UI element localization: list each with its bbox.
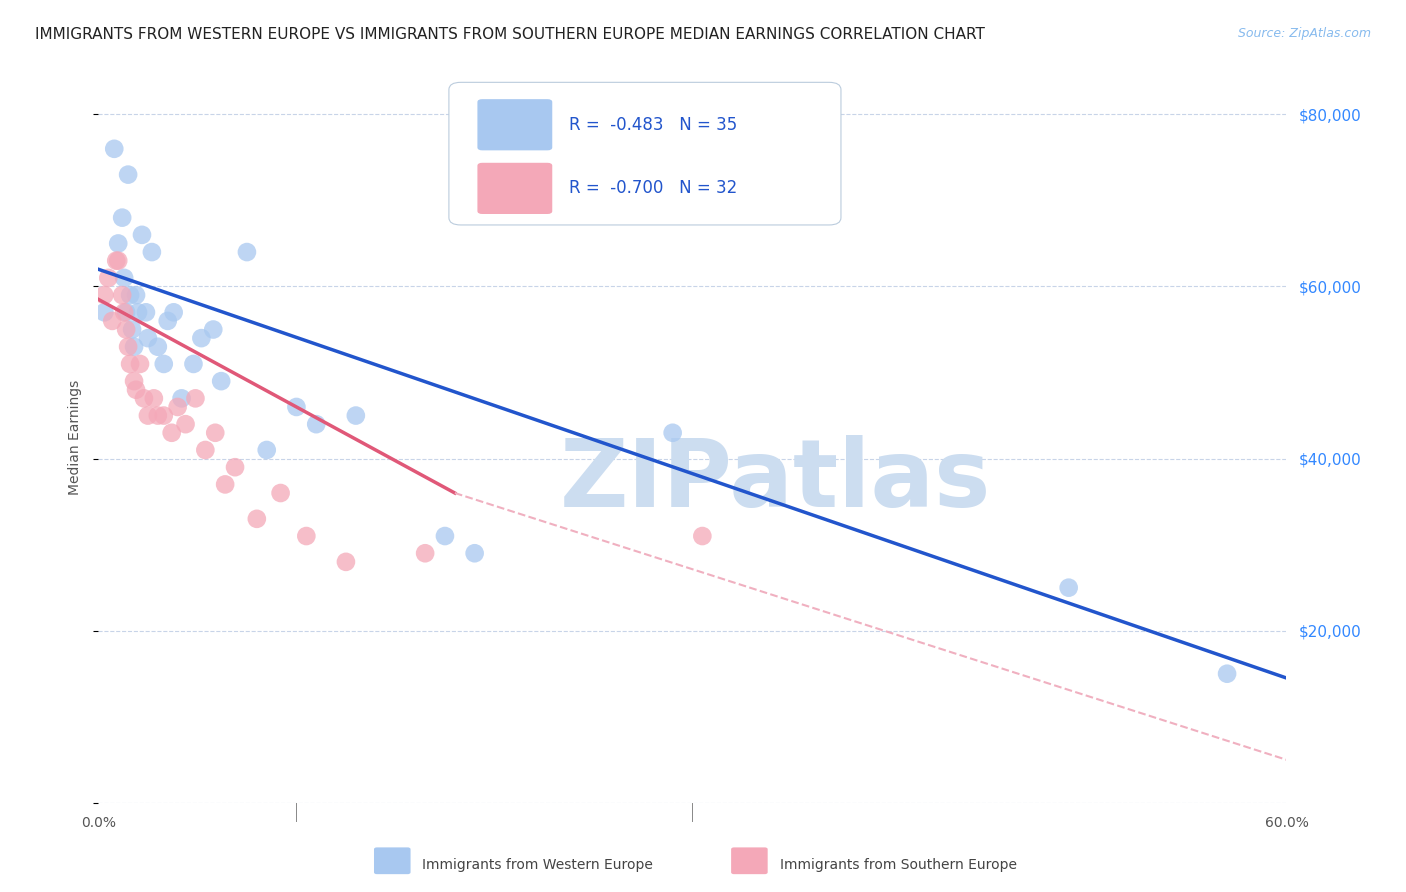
Point [413,546,436,560]
Text: Source: ZipAtlas.com: Source: ZipAtlas.com [1237,27,1371,40]
FancyBboxPatch shape [478,99,553,151]
Point [246,512,269,526]
Point [101,314,124,328]
Point [156,314,179,328]
Point [152,409,174,423]
Point [132,392,155,406]
Point [209,374,232,388]
Point [129,357,152,371]
Point [433,529,456,543]
Point [285,400,308,414]
Point [464,546,486,560]
Point [122,374,145,388]
Point [93,305,115,319]
Text: R =  -0.483   N = 35: R = -0.483 N = 35 [569,116,737,134]
Point [117,168,139,182]
Point [166,400,188,414]
Point [1216,666,1239,681]
Point [214,477,236,491]
Point [163,305,186,319]
Point [270,486,292,500]
Point [335,555,357,569]
FancyBboxPatch shape [731,847,768,874]
Point [136,331,159,345]
Point [204,425,226,440]
Point [174,417,197,432]
Point [117,340,139,354]
Point [305,417,328,432]
Text: IMMIGRANTS FROM WESTERN EUROPE VS IMMIGRANTS FROM SOUTHERN EUROPE MEDIAN EARNING: IMMIGRANTS FROM WESTERN EUROPE VS IMMIGR… [35,27,986,42]
FancyBboxPatch shape [478,162,553,214]
Point [141,245,163,260]
Point [121,322,143,336]
Point [136,409,159,423]
Text: Immigrants from Southern Europe: Immigrants from Southern Europe [780,858,1018,872]
Text: Immigrants from Western Europe: Immigrants from Western Europe [422,858,652,872]
Point [122,340,145,354]
Point [131,227,153,242]
Point [295,529,318,543]
Point [170,392,193,406]
Point [107,236,129,251]
Point [111,211,134,225]
Point [112,305,135,319]
FancyBboxPatch shape [449,82,841,225]
Point [184,392,207,406]
Point [93,288,115,302]
Point [152,357,174,371]
Point [256,442,278,457]
Point [103,142,125,156]
Point [202,322,225,336]
Point [236,245,259,260]
Point [112,271,135,285]
Point [111,288,134,302]
Point [692,529,714,543]
Point [142,392,165,406]
Point [160,425,183,440]
Point [120,357,142,371]
Y-axis label: Median Earnings: Median Earnings [67,379,82,495]
Text: R =  -0.700   N = 32: R = -0.700 N = 32 [569,179,737,197]
Point [115,322,138,336]
Point [190,331,212,345]
Point [661,425,683,440]
Point [125,383,148,397]
Text: ZIPatlas: ZIPatlas [560,435,991,527]
Point [97,271,120,285]
Point [344,409,367,423]
Point [146,340,169,354]
Point [120,288,142,302]
FancyBboxPatch shape [374,847,411,874]
Point [146,409,169,423]
Point [107,253,129,268]
Point [224,460,246,475]
Point [115,305,138,319]
Point [125,288,148,302]
Point [194,442,217,457]
Point [1057,581,1080,595]
Point [105,253,128,268]
Point [183,357,205,371]
Point [127,305,149,319]
Point [135,305,157,319]
